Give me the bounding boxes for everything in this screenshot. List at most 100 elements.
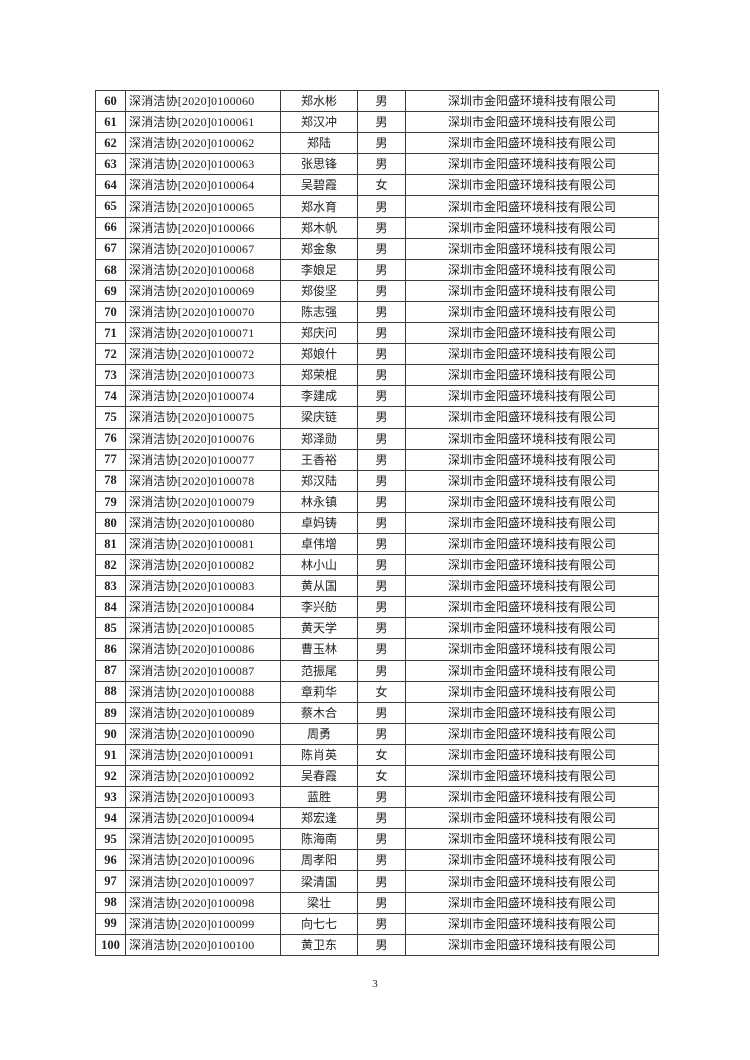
row-number-cell: 86: [95, 638, 126, 661]
row-number-cell: 78: [95, 469, 126, 492]
name-cell: 章莉华: [280, 680, 358, 703]
cert-no-cell: 深消洁协[2020]0100096: [125, 849, 281, 872]
row-number-cell: 85: [95, 617, 126, 640]
company-cell: 深圳市金阳盛环境科技有限公司: [405, 617, 659, 640]
table-row: 76 深消洁协[2020]0100076 郑泽勋男深圳市金阳盛环境科技有限公司: [95, 427, 659, 450]
gender-cell: 男: [357, 575, 406, 598]
name-cell: 郑庆问: [280, 322, 358, 345]
gender-cell: 男: [357, 427, 406, 450]
table-row: 77 深消洁协[2020]0100077 王香裕男深圳市金阳盛环境科技有限公司: [95, 448, 659, 471]
cert-no-cell: 深消洁协[2020]0100099: [125, 912, 281, 935]
cert-no-cell: 深消洁协[2020]0100093: [125, 786, 281, 809]
gender-cell: 男: [357, 659, 406, 682]
cert-no-cell: 深消洁协[2020]0100066: [125, 216, 281, 239]
cert-no-cell: 深消洁协[2020]0100086: [125, 638, 281, 661]
row-number-cell: 71: [95, 322, 126, 345]
cert-no-cell: 深消洁协[2020]0100097: [125, 870, 281, 893]
company-cell: 深圳市金阳盛环境科技有限公司: [405, 427, 659, 450]
name-cell: 周勇: [280, 722, 358, 745]
table-row: 79 深消洁协[2020]0100079 林永镇男深圳市金阳盛环境科技有限公司: [95, 490, 659, 513]
cert-no-cell: 深消洁协[2020]0100071: [125, 322, 281, 345]
table-row: 86 深消洁协[2020]0100086 曹玉林男深圳市金阳盛环境科技有限公司: [95, 638, 659, 661]
name-cell: 吴碧霞: [280, 174, 358, 197]
name-cell: 梁庆链: [280, 406, 358, 429]
row-number-cell: 96: [95, 849, 126, 872]
row-number-cell: 73: [95, 364, 126, 387]
name-cell: 郑木帆: [280, 216, 358, 239]
company-cell: 深圳市金阳盛环境科技有限公司: [405, 638, 659, 661]
company-cell: 深圳市金阳盛环境科技有限公司: [405, 237, 659, 260]
name-cell: 李兴舫: [280, 596, 358, 619]
cert-no-cell: 深消洁协[2020]0100060: [125, 89, 281, 113]
row-number-cell: 81: [95, 532, 126, 556]
name-cell: 卓伟增: [280, 532, 358, 556]
name-cell: 郑水育: [280, 195, 358, 218]
company-cell: 深圳市金阳盛环境科技有限公司: [405, 532, 659, 556]
table-row: 99 深消洁协[2020]0100099 向七七男深圳市金阳盛环境科技有限公司: [95, 912, 659, 935]
table-row: 87 深消洁协[2020]0100087 范振尾男深圳市金阳盛环境科技有限公司: [95, 659, 659, 682]
table-row: 72 深消洁协[2020]0100072 郑娘什男深圳市金阳盛环境科技有限公司: [95, 343, 659, 366]
table-row: 92 深消洁协[2020]0100092 吴春霞女深圳市金阳盛环境科技有限公司: [95, 764, 659, 788]
gender-cell: 男: [357, 300, 406, 324]
gender-cell: 男: [357, 912, 406, 935]
table-row: 73 深消洁协[2020]0100073 郑荣棍男深圳市金阳盛环境科技有限公司: [95, 364, 659, 387]
row-number-cell: 60: [95, 89, 126, 113]
cert-no-cell: 深消洁协[2020]0100065: [125, 195, 281, 218]
name-cell: 曹玉林: [280, 638, 358, 661]
cert-no-cell: 深消洁协[2020]0100085: [125, 617, 281, 640]
name-cell: 郑宏逢: [280, 807, 358, 830]
gender-cell: 男: [357, 237, 406, 260]
gender-cell: 女: [357, 743, 406, 767]
name-cell: 梁壮: [280, 891, 358, 914]
table-row: 90 深消洁协[2020]0100090 周勇男深圳市金阳盛环境科技有限公司: [95, 722, 659, 745]
table-row: 94 深消洁协[2020]0100094 郑宏逢男深圳市金阳盛环境科技有限公司: [95, 807, 659, 830]
company-cell: 深圳市金阳盛环境科技有限公司: [405, 448, 659, 471]
gender-cell: 男: [357, 279, 406, 302]
row-number-cell: 89: [95, 701, 126, 724]
name-cell: 陈志强: [280, 300, 358, 324]
gender-cell: 女: [357, 764, 406, 788]
table-row: 95 深消洁协[2020]0100095 陈海南男深圳市金阳盛环境科技有限公司: [95, 828, 659, 851]
company-cell: 深圳市金阳盛环境科技有限公司: [405, 511, 659, 534]
cert-no-cell: 深消洁协[2020]0100069: [125, 279, 281, 302]
cert-no-cell: 深消洁协[2020]0100095: [125, 828, 281, 851]
gender-cell: 男: [357, 870, 406, 893]
gender-cell: 男: [357, 532, 406, 556]
row-number-cell: 80: [95, 511, 126, 534]
company-cell: 深圳市金阳盛环境科技有限公司: [405, 279, 659, 302]
certificate-table: 60 深消洁协[2020]0100060 郑水彬男深圳市金阳盛环境科技有限公司 61 深…: [95, 89, 659, 957]
row-number-cell: 75: [95, 406, 126, 429]
name-cell: 黄从国: [280, 575, 358, 598]
company-cell: 深圳市金阳盛环境科技有限公司: [405, 385, 659, 408]
name-cell: 梁清国: [280, 870, 358, 893]
cert-no-cell: 深消洁协[2020]0100082: [125, 554, 281, 577]
company-cell: 深圳市金阳盛环境科技有限公司: [405, 132, 659, 155]
name-cell: 郑金象: [280, 237, 358, 260]
company-cell: 深圳市金阳盛环境科技有限公司: [405, 764, 659, 788]
company-cell: 深圳市金阳盛环境科技有限公司: [405, 174, 659, 197]
row-number-cell: 98: [95, 891, 126, 914]
page-number: 3: [372, 978, 378, 990]
table-row: 63 深消洁协[2020]0100063 张思锋男深圳市金阳盛环境科技有限公司: [95, 153, 659, 176]
company-cell: 深圳市金阳盛环境科技有限公司: [405, 364, 659, 387]
cert-no-cell: 深消洁协[2020]0100075: [125, 406, 281, 429]
name-cell: 郑荣棍: [280, 364, 358, 387]
table-row: 65 深消洁协[2020]0100065 郑水育男深圳市金阳盛环境科技有限公司: [95, 195, 659, 218]
name-cell: 李建成: [280, 385, 358, 408]
company-cell: 深圳市金阳盛环境科技有限公司: [405, 891, 659, 914]
cert-no-cell: 深消洁协[2020]0100092: [125, 764, 281, 788]
cert-no-cell: 深消洁协[2020]0100083: [125, 575, 281, 598]
cert-no-cell: 深消洁协[2020]0100079: [125, 490, 281, 513]
gender-cell: 男: [357, 786, 406, 809]
table-row: 71 深消洁协[2020]0100071 郑庆问男深圳市金阳盛环境科技有限公司: [95, 322, 659, 345]
company-cell: 深圳市金阳盛环境科技有限公司: [405, 933, 659, 957]
company-cell: 深圳市金阳盛环境科技有限公司: [405, 216, 659, 239]
name-cell: 周孝阳: [280, 849, 358, 872]
gender-cell: 男: [357, 153, 406, 176]
cert-no-cell: 深消洁协[2020]0100084: [125, 596, 281, 619]
table-row: 93 深消洁协[2020]0100093 蓝胜男深圳市金阳盛环境科技有限公司: [95, 786, 659, 809]
name-cell: 向七七: [280, 912, 358, 935]
table-body: 60 深消洁协[2020]0100060 郑水彬男深圳市金阳盛环境科技有限公司 61 深…: [95, 89, 659, 957]
row-number-cell: 82: [95, 554, 126, 577]
gender-cell: 男: [357, 617, 406, 640]
